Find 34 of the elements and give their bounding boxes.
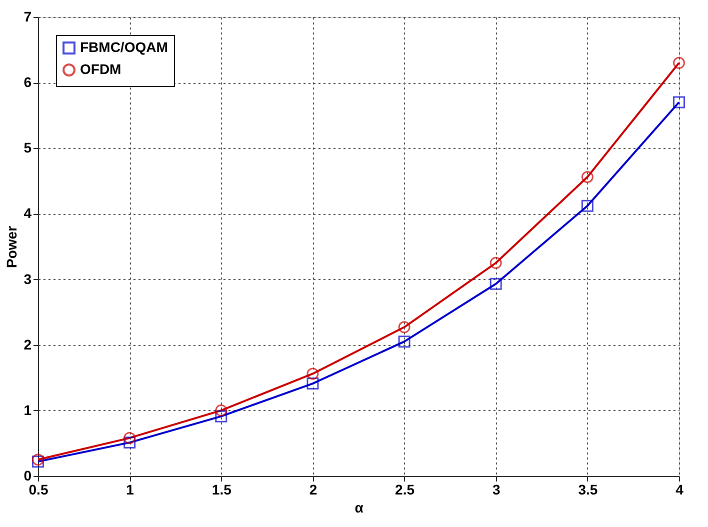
x-tick-label: 1 bbox=[126, 482, 134, 498]
point bbox=[398, 336, 410, 348]
point bbox=[581, 171, 594, 183]
x-axis-title: α bbox=[354, 500, 364, 516]
x-tick-label: 4 bbox=[676, 482, 684, 498]
point bbox=[490, 256, 502, 269]
y-tick-label: 2 bbox=[24, 336, 32, 352]
y-tick-label: 4 bbox=[24, 205, 32, 222]
x-tick-label: 1.5 bbox=[212, 482, 232, 498]
x-tick-label: 3.5 bbox=[578, 482, 598, 498]
legend-label: OFDM bbox=[80, 61, 122, 77]
x-tick-label: 2.5 bbox=[395, 482, 415, 498]
point bbox=[581, 200, 594, 212]
point bbox=[306, 378, 319, 390]
point bbox=[673, 56, 685, 69]
y-tick-label: 5 bbox=[24, 140, 32, 156]
x-tick-label: 2 bbox=[309, 482, 318, 498]
y-tick-label: 0 bbox=[24, 468, 32, 484]
y-axis-title: Power bbox=[4, 225, 20, 268]
y-tick-label: 7 bbox=[24, 8, 32, 24]
legend-label: FBMC/OQAM bbox=[80, 39, 168, 55]
point bbox=[398, 321, 410, 334]
point bbox=[124, 432, 136, 444]
y-tick-label: 1 bbox=[24, 402, 32, 418]
point bbox=[306, 368, 319, 380]
point bbox=[215, 410, 228, 422]
point bbox=[490, 278, 502, 290]
y-tick-label: 3 bbox=[24, 270, 32, 287]
point bbox=[673, 96, 685, 108]
y-tick-label: 6 bbox=[24, 74, 32, 90]
x-tick-label: 3 bbox=[492, 482, 500, 498]
point bbox=[124, 436, 136, 449]
point bbox=[215, 404, 228, 416]
x-tick-label: 0.5 bbox=[28, 482, 48, 498]
